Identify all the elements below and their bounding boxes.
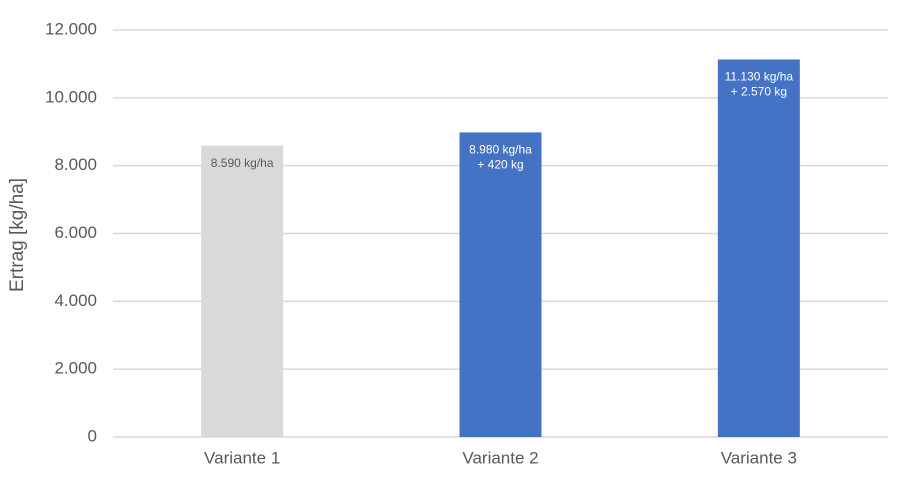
bar <box>201 145 284 438</box>
value-label: 11.130 kg/ha <box>725 70 794 84</box>
bar <box>459 132 542 437</box>
value-annotation: + 2.570 kg <box>731 85 787 99</box>
y-tick-label: 12.000 <box>45 19 97 38</box>
x-tick-label: Variante 2 <box>462 448 538 467</box>
value-annotation: + 420 kg <box>477 158 523 172</box>
value-label: 8.590 kg/ha <box>211 156 274 170</box>
y-tick-label: 6.000 <box>54 223 97 242</box>
y-axis-label: Ertrag [kg/ha] <box>7 178 28 292</box>
bar <box>717 59 800 437</box>
y-tick-label: 8.000 <box>54 155 97 174</box>
x-tick-label: Variante 1 <box>204 448 280 467</box>
y-tick-label: 10.000 <box>45 87 97 106</box>
y-tick-label: 2.000 <box>54 359 97 378</box>
x-tick-label: Variante 3 <box>721 448 797 467</box>
value-label: 8.980 kg/ha <box>469 143 532 157</box>
y-tick-label: 4.000 <box>54 291 97 310</box>
y-tick-label: 0 <box>88 426 97 445</box>
